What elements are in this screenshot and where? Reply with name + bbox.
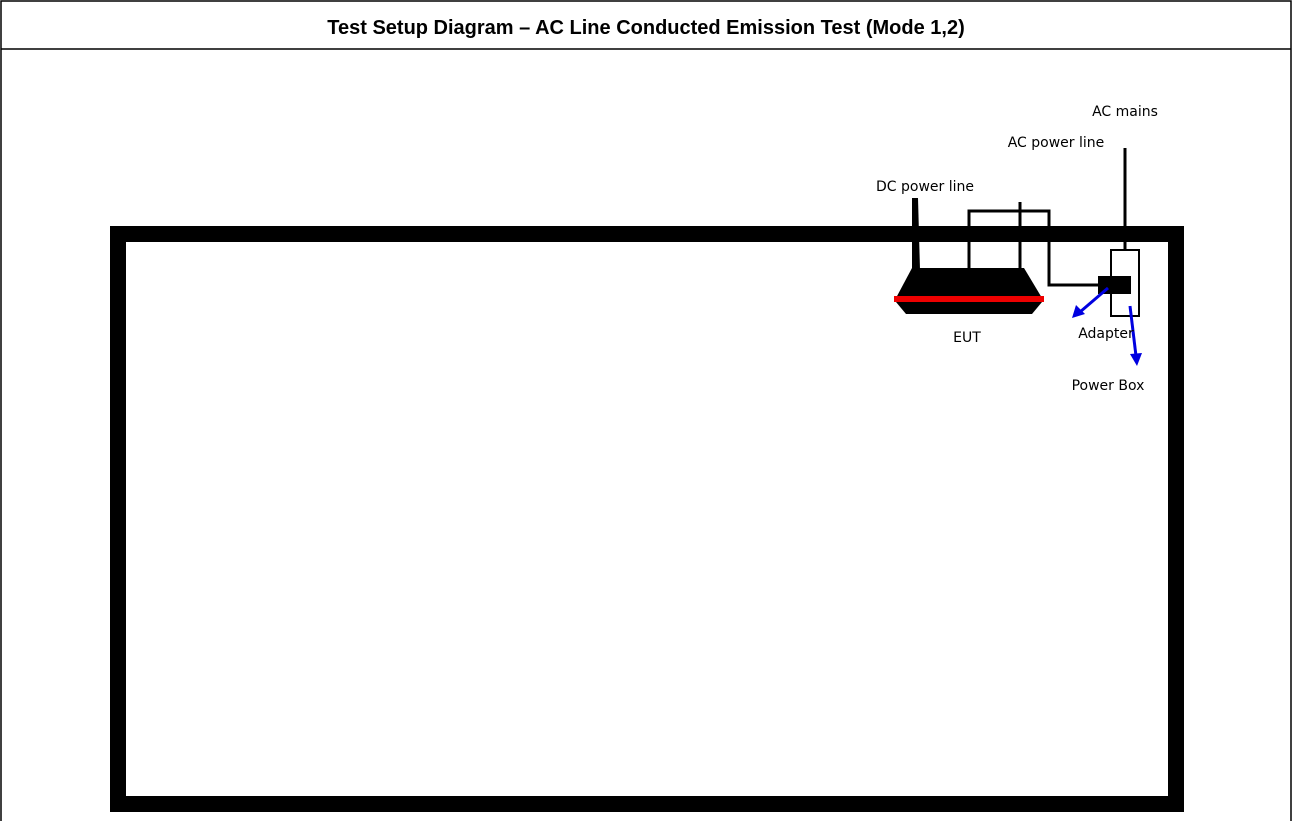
label: Power Box <box>1072 378 1145 394</box>
arrow <box>1079 286 1109 314</box>
arrow <box>1128 305 1138 357</box>
label: AC power line <box>1008 135 1105 151</box>
eut <box>896 268 1042 298</box>
eut-antenna <box>912 198 920 270</box>
dc-power-line <box>967 209 1098 287</box>
title: Test Setup Diagram – AC Line Conducted E… <box>327 17 965 39</box>
label: DC power line <box>876 179 974 195</box>
eut <box>896 302 1042 314</box>
eut-stripe <box>894 296 1044 302</box>
table <box>110 226 1184 812</box>
arrow-head <box>1072 305 1085 318</box>
label: EUT <box>953 330 981 346</box>
arrow-head <box>1130 353 1142 366</box>
label: AC mains <box>1092 104 1158 120</box>
label: Adapter <box>1078 326 1134 342</box>
